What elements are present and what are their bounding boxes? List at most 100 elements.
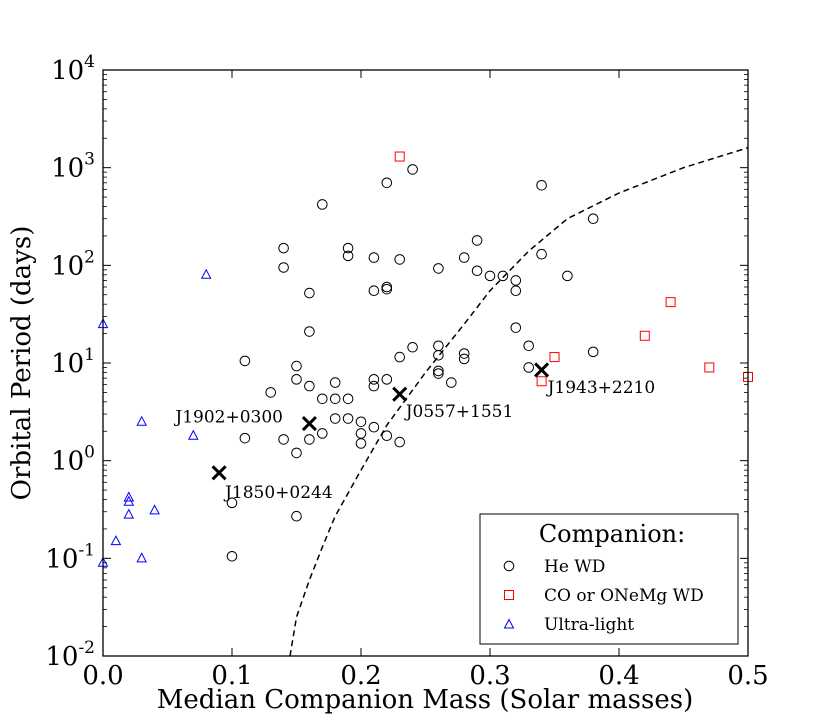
he-wd-point [536, 248, 547, 260]
he-wd-point [329, 377, 341, 388]
co-wd-point [665, 297, 676, 308]
ultra-light-point [123, 495, 135, 506]
he-wd-point [433, 349, 444, 361]
highlight-label: J0557+1551 [404, 402, 514, 422]
co-wd-point [394, 151, 405, 162]
highlight-x-marker [211, 465, 227, 481]
x-axis-label: Median Companion Mass (Solar masses) [157, 685, 693, 715]
he-wd-point [317, 393, 328, 405]
marker-layer [97, 151, 753, 567]
legend-box [479, 513, 739, 645]
he-wd-point [484, 270, 496, 282]
x-tick-label: 0.4 [598, 661, 639, 691]
he-wd-point [368, 285, 380, 296]
he-wd-point [368, 421, 380, 433]
co-wd-point [549, 352, 560, 363]
he-wd-point [342, 250, 354, 262]
he-wd-point [304, 287, 315, 299]
y-tick-label: 104 [51, 52, 95, 86]
y-tick-label: 10-1 [45, 540, 95, 574]
legend-label-he-wd: He WD [544, 557, 605, 577]
y-tick-label: 101 [51, 345, 95, 379]
he-wd-point [291, 360, 302, 372]
he-wd-point [381, 177, 393, 189]
he-wd-point [265, 387, 277, 398]
he-wd-point [304, 434, 315, 445]
highlight-x-marker [534, 362, 550, 378]
he-wd-point [291, 374, 302, 385]
he-wd-point [342, 393, 354, 405]
he-wd-point [317, 199, 328, 210]
he-wd-point [342, 413, 354, 424]
he-wd-point [394, 436, 406, 448]
tick-layer: 0.0 0.1 0.2 0.3 0.4 0.5 10-2 10-1 100 101 102 103 10… [45, 52, 768, 691]
he-wd-point [523, 340, 535, 352]
he-wd-point [329, 393, 341, 405]
he-wd-point [471, 235, 483, 246]
x-tick-label: 0.5 [727, 661, 768, 691]
he-wd-point [278, 434, 289, 445]
he-wd-point [446, 377, 457, 388]
he-wd-point [278, 262, 289, 273]
y-tick-label: 103 [51, 150, 95, 184]
he-wd-point [381, 283, 393, 295]
he-wd-point [368, 374, 380, 385]
he-wd-point [226, 497, 238, 509]
ultra-light-point [200, 268, 212, 279]
ultra-light-point [123, 491, 135, 502]
he-wd-point [317, 428, 328, 439]
he-wd-point [355, 416, 367, 428]
highlight-label: J1850+0244 [223, 483, 333, 503]
he-wd-point [394, 254, 406, 265]
y-tick-label: 102 [51, 247, 95, 281]
y-tick-label: 100 [51, 443, 95, 477]
he-wd-point [471, 265, 483, 277]
he-wd-point [510, 322, 522, 333]
he-wd-point [587, 213, 599, 225]
x-tick-label: 0.0 [82, 661, 123, 691]
highlight-label: J1902+0300 [173, 408, 283, 428]
legend-marker-he-wd [503, 560, 515, 572]
he-wd-point [407, 164, 418, 175]
he-wd-point [278, 242, 289, 254]
legend-title: Companion: [539, 520, 685, 548]
x-tick-label: 0.3 [469, 661, 510, 691]
co-wd-point [536, 376, 547, 387]
he-wd-point [562, 270, 573, 282]
he-wd-point [458, 252, 470, 263]
highlight-x-marker [301, 415, 317, 432]
highlight-layer: J1850+0244 J1902+0300 J0557+1551 J1943+2210 [173, 362, 655, 503]
he-wd-point [497, 270, 509, 282]
he-wd-point [304, 326, 315, 337]
he-wd-point [368, 380, 380, 392]
he-wd-point [329, 413, 341, 424]
ultra-light-point [136, 552, 148, 563]
he-wd-point [523, 362, 535, 373]
he-wd-point [458, 348, 470, 359]
x-tick-label: 0.1 [211, 661, 252, 691]
he-wd-point [304, 380, 315, 392]
he-wd-point [536, 179, 547, 191]
legend: Companion: He WD CO or ONeMg WD Ultra-li… [479, 513, 739, 645]
he-wd-point [291, 447, 302, 459]
he-wd-point [433, 263, 444, 274]
ultra-light-point [110, 535, 122, 546]
ultra-light-point [187, 429, 199, 440]
ultra-light-point [149, 504, 160, 515]
he-wd-point [381, 374, 393, 385]
he-wd-point [510, 275, 522, 286]
dashed-curve [289, 146, 748, 656]
he-wd-point [239, 432, 251, 444]
he-wd-point [368, 252, 380, 263]
he-wd-point [510, 285, 522, 296]
legend-label-co-wd: CO or ONeMg WD [544, 586, 704, 606]
curve-layer [289, 146, 748, 656]
he-wd-point [587, 346, 599, 358]
legend-marker-ultra-light [503, 618, 515, 629]
he-wd-point [394, 351, 406, 363]
he-wd-point [381, 430, 393, 442]
he-wd-point [342, 242, 354, 254]
x-tick-label: 0.2 [340, 661, 381, 691]
he-wd-point [226, 550, 238, 562]
